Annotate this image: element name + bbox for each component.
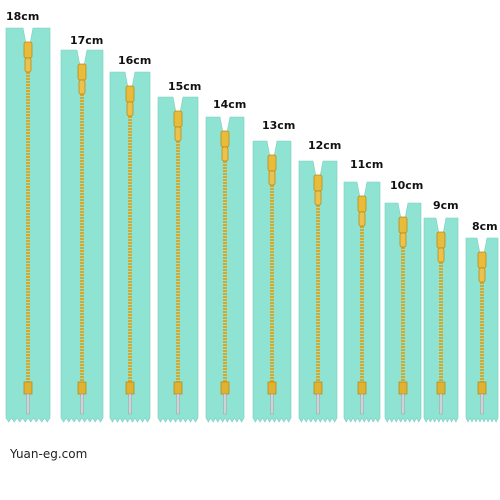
zipper-pin (401, 393, 405, 415)
size-label: 17cm (70, 34, 103, 47)
size-label: 10cm (390, 179, 423, 192)
zipper (252, 140, 292, 423)
zipper-pull (126, 101, 134, 117)
zipper-slider (398, 216, 408, 234)
zipper-pull (221, 146, 229, 162)
zipper-stop (267, 381, 277, 395)
zipper-stop (77, 381, 87, 395)
size-label: 18cm (6, 10, 39, 23)
zipper-slider (477, 251, 487, 269)
zipper-stop (220, 381, 230, 395)
zipper-stop (173, 381, 183, 395)
zipper-pin (439, 393, 443, 415)
zipper-pull (437, 247, 445, 263)
zipper-pin (480, 393, 484, 415)
zipper-stop (436, 381, 446, 395)
zipper (205, 116, 245, 423)
zipper-slider (125, 85, 135, 103)
zipper-pull (399, 232, 407, 248)
zipper-slider (77, 63, 87, 81)
zipper (157, 96, 199, 423)
zipper-pull (478, 267, 486, 283)
zipper-slider (173, 110, 183, 128)
zipper-pull (358, 211, 366, 227)
zipper (298, 160, 338, 423)
zipper-pin (176, 393, 180, 415)
size-label: 12cm (308, 139, 341, 152)
zipper-pull (268, 170, 276, 186)
zipper-slider (436, 231, 446, 249)
zipper (109, 71, 151, 423)
zipper-pull (174, 126, 182, 142)
zipper-slider (313, 174, 323, 192)
zipper-stop (357, 381, 367, 395)
size-label: 8cm (472, 220, 498, 233)
zipper (384, 202, 422, 423)
zipper-stop (313, 381, 323, 395)
zipper-pin (80, 393, 84, 415)
zipper-slider (357, 195, 367, 213)
zipper-slider (267, 154, 277, 172)
zipper (343, 181, 381, 423)
size-label: 9cm (433, 199, 459, 212)
size-label: 15cm (168, 80, 201, 93)
watermark: Yuan-eg.com (9, 447, 87, 461)
zipper-slider (220, 130, 230, 148)
size-label: 16cm (118, 54, 151, 67)
zipper-pin (270, 393, 274, 415)
size-label: 14cm (213, 98, 246, 111)
zipper-pin (360, 393, 364, 415)
zipper-pin (26, 393, 30, 415)
zipper-tape (298, 160, 338, 423)
zipper (423, 217, 459, 423)
zipper (465, 237, 499, 423)
zipper (5, 27, 51, 423)
zipper-stop (125, 381, 135, 395)
zipper-pin (316, 393, 320, 415)
zipper-pull (314, 190, 322, 206)
zipper-pin (128, 393, 132, 415)
zipper-stop (477, 381, 487, 395)
size-label: 13cm (262, 119, 295, 132)
zipper-pull (24, 57, 32, 73)
zipper-pin (223, 393, 227, 415)
size-label: 11cm (350, 158, 383, 171)
zipper-tape (384, 202, 422, 423)
zipper-pull (78, 79, 86, 95)
zipper (60, 49, 104, 423)
zipper-stop (23, 381, 33, 395)
zipper-stop (398, 381, 408, 395)
zipper-slider (23, 41, 33, 59)
